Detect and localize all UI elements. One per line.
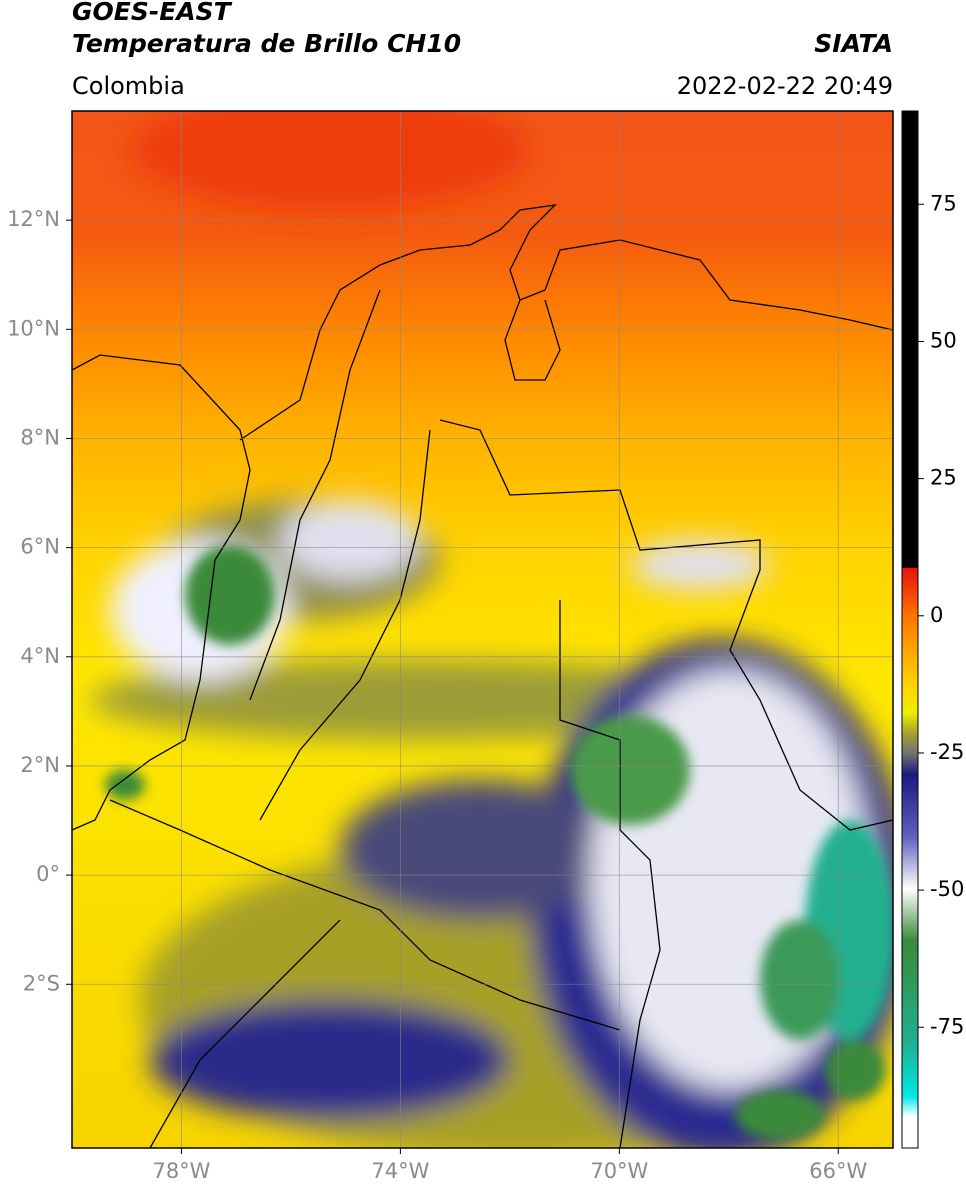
colorbar-tick-label: -50: [930, 877, 964, 901]
source: SIATA: [814, 29, 893, 58]
timestamp: 2022-02-22 20:49: [677, 72, 893, 100]
map-image: [72, 111, 893, 1148]
grid: [72, 111, 893, 1148]
subtitle: Temperatura de Brillo CH10: [72, 29, 461, 58]
region: Colombia: [72, 72, 185, 100]
y-tick-label: 10°N: [7, 316, 60, 340]
y-tick-label: 6°N: [20, 535, 60, 559]
colorbar-tick-label: 25: [930, 466, 957, 490]
colorbar: [901, 110, 919, 1149]
colorbar-tick-label: 75: [930, 191, 957, 215]
x-tick-label: 66°W: [809, 1159, 867, 1183]
y-tick-label: 2°N: [20, 753, 60, 777]
title: GOES-EAST: [72, 0, 233, 26]
colorbar-tick-label: 0: [930, 603, 943, 627]
y-tick-label: 12°N: [7, 207, 60, 231]
y-tick-label: 4°N: [20, 644, 60, 668]
x-tick-label: 74°W: [371, 1159, 429, 1183]
colorbar-tick-label: -25: [930, 740, 964, 764]
y-tick-label: 8°N: [20, 425, 60, 449]
x-tick-label: 78°W: [152, 1159, 210, 1183]
map-frame: [71, 110, 894, 1149]
x-tick-label: 70°W: [590, 1159, 648, 1183]
colorbar-tick-label: -75: [930, 1014, 964, 1038]
y-tick-label: 0°: [36, 862, 60, 886]
y-tick-label: 2°S: [23, 971, 60, 995]
colorbar-tick-label: 50: [930, 328, 957, 352]
